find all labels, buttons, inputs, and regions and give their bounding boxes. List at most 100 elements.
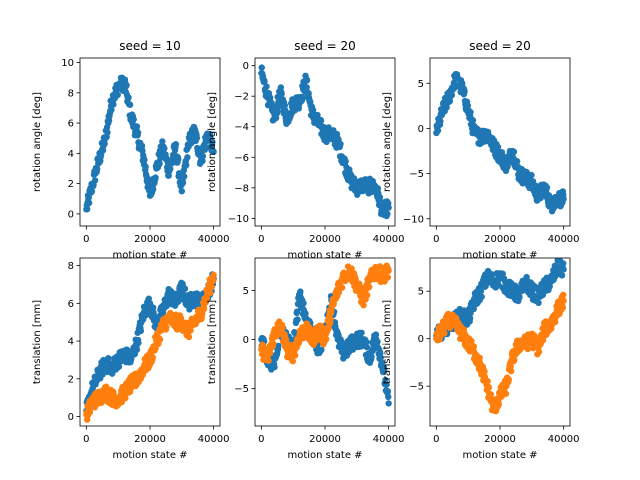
y-axis-label: translation [mm] xyxy=(382,300,393,384)
data-point xyxy=(145,295,153,302)
y-tick-label: 0 xyxy=(243,61,249,72)
y-tick-label: 2 xyxy=(68,179,74,190)
series-1 xyxy=(433,70,567,215)
data-point xyxy=(156,160,163,168)
data-point xyxy=(141,156,148,164)
data-point xyxy=(337,140,344,148)
data-point xyxy=(559,265,567,272)
data-point xyxy=(104,129,111,136)
x-tick-label: 0 xyxy=(258,234,264,245)
data-point xyxy=(185,333,193,341)
subplot-3: 0 20000 40000 5 0 −5 −10 seed = 20 motion state … xyxy=(382,39,580,261)
subplot-4: 0 20000 40000 0 2 4 6 8 motion state # translatio… xyxy=(32,257,230,461)
data-point xyxy=(200,305,208,312)
data-point xyxy=(385,393,392,401)
y-tick-label: −8 xyxy=(234,183,249,194)
y-tick-label: 4 xyxy=(68,337,74,348)
data-point xyxy=(279,324,286,332)
data-point xyxy=(352,275,359,283)
data-point xyxy=(314,111,321,119)
x-axis-label: motion state # xyxy=(462,450,537,461)
data-point xyxy=(122,394,129,402)
x-tick-label: 40000 xyxy=(198,434,230,445)
data-point xyxy=(300,299,307,307)
data-point xyxy=(152,174,159,181)
data-point xyxy=(478,293,485,300)
series-1 xyxy=(83,74,217,213)
data-point xyxy=(461,88,468,96)
data-point xyxy=(149,354,156,361)
data-point xyxy=(348,265,355,272)
series-1 xyxy=(258,288,392,407)
data-point xyxy=(179,179,187,187)
data-point xyxy=(374,185,382,192)
x-tick-label: 40000 xyxy=(548,234,580,245)
y-tick-label: 5 xyxy=(418,79,424,90)
x-tick-label: 0 xyxy=(83,434,89,445)
y-tick-label: −6 xyxy=(234,153,249,164)
x-axis-label: motion state # xyxy=(462,250,537,261)
data-point xyxy=(552,318,559,326)
data-point xyxy=(209,138,216,146)
data-point xyxy=(358,329,365,336)
data-point xyxy=(133,123,141,130)
data-point xyxy=(199,152,207,160)
data-point xyxy=(342,158,349,165)
y-tick-label: −10 xyxy=(403,214,424,225)
series-2 xyxy=(83,271,217,423)
x-axis-label: motion state # xyxy=(112,450,187,461)
data-point xyxy=(210,147,217,155)
data-point xyxy=(199,157,206,165)
data-point xyxy=(360,301,367,309)
y-axis-label: translation [mm] xyxy=(207,300,218,384)
data-point xyxy=(384,388,392,395)
data-point xyxy=(133,346,141,353)
data-point xyxy=(317,117,325,124)
data-point xyxy=(291,352,299,359)
series-marks xyxy=(83,271,217,423)
x-axis-label: motion state # xyxy=(112,250,187,261)
data-point xyxy=(487,391,495,398)
data-point xyxy=(135,339,142,347)
data-point xyxy=(505,376,512,383)
y-tick-label: −5 xyxy=(409,382,424,393)
data-point xyxy=(338,284,346,291)
data-point xyxy=(470,305,477,313)
data-point xyxy=(163,302,170,310)
data-point xyxy=(434,127,442,134)
data-point xyxy=(206,289,214,297)
data-point xyxy=(130,116,137,123)
data-point xyxy=(278,90,285,98)
y-tick-label: −5 xyxy=(234,384,249,395)
y-axis-label: translation [mm] xyxy=(32,300,43,384)
data-point xyxy=(523,273,530,281)
subplot-2: 0 20000 40000 0 −2 −4 −6 −8 −10 seed = 20 motion s… xyxy=(207,39,405,261)
data-point xyxy=(265,357,272,364)
data-point xyxy=(466,315,474,322)
subplot-5: 0 20000 40000 5 0 −5 motion state # translation… xyxy=(207,257,405,461)
x-tick-label: 20000 xyxy=(309,234,341,245)
data-point xyxy=(134,129,142,136)
x-tick-label: 20000 xyxy=(134,434,166,445)
data-point xyxy=(271,363,278,371)
data-point xyxy=(258,64,265,71)
data-point xyxy=(325,325,332,332)
data-point xyxy=(138,142,146,150)
data-point xyxy=(467,108,474,116)
data-point xyxy=(365,283,373,291)
data-point xyxy=(83,205,91,213)
y-tick-label: −10 xyxy=(228,214,249,225)
data-point xyxy=(137,327,145,335)
subplot-title: seed = 10 xyxy=(119,39,181,53)
data-point xyxy=(210,277,217,284)
y-tick-label: 6 xyxy=(68,119,74,130)
data-point xyxy=(293,308,301,315)
y-tick-label: 5 xyxy=(243,286,249,297)
x-axis-label: motion state # xyxy=(287,250,362,261)
data-point xyxy=(374,338,381,346)
data-point xyxy=(327,316,334,323)
subplot-1: 0 20000 40000 0 2 4 6 8 10 seed = 10 motion state … xyxy=(32,39,230,261)
y-tick-label: 5 xyxy=(418,287,424,298)
data-point xyxy=(261,78,268,85)
